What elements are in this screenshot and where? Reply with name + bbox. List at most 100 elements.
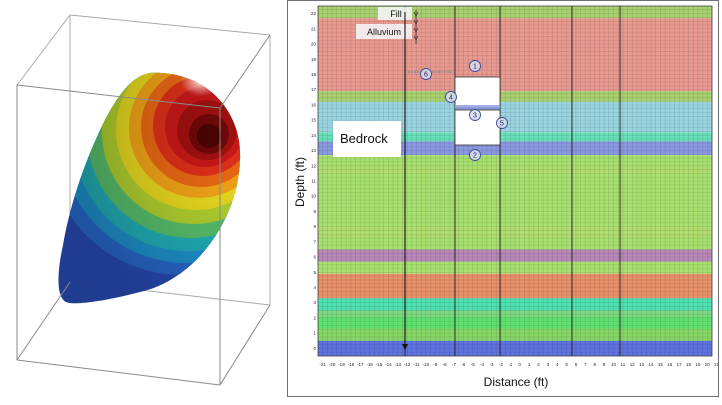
soil-layer-band [318, 261, 712, 274]
soil-sublayer-band [318, 254, 712, 262]
marker-4: 4 [445, 91, 457, 103]
bounding-box-front [16, 34, 271, 386]
soil-sublayer-band [318, 346, 712, 356]
y-tick-label: 19 [311, 57, 317, 62]
marker-1: 1 [469, 60, 481, 72]
fill-label-box [378, 7, 412, 20]
x-tick-label: -8 [443, 362, 447, 367]
x-tick-label: 9 [603, 362, 606, 367]
ellipsoid-surface [58, 72, 241, 304]
x-tick-label: -15 [376, 362, 383, 367]
ellipsoid-3d-plot [16, 14, 271, 386]
x-tick-label: -6 [461, 362, 465, 367]
y-tick-label: 0 [313, 346, 316, 351]
y-tick-label: 17 [311, 87, 317, 92]
soil-layer-band [318, 141, 712, 156]
y-tick-label: 5 [313, 270, 316, 275]
alluvium-label: Alluvium [367, 27, 401, 37]
x-tick-label: 14 [649, 362, 655, 367]
y-tick-label: 15 [311, 118, 317, 123]
x-tick-label: 3 [547, 362, 550, 367]
x-tick-label: -5 [471, 362, 475, 367]
x-tick-label: -17 [357, 362, 364, 367]
y-tick-label: 21 [311, 26, 317, 31]
y-tick-label: 14 [311, 133, 317, 138]
plot-border [317, 5, 713, 357]
y-tick-label: 16 [311, 102, 317, 107]
excavation-divider-band [455, 105, 500, 110]
y-tick-label: 7 [313, 239, 316, 244]
y-axis-title: Depth (ft) [293, 157, 307, 207]
x-tick-label: 12 [630, 362, 636, 367]
excavation-box-upper [454, 76, 501, 109]
x-tick-label: 6 [575, 362, 578, 367]
arrow-head [413, 11, 419, 17]
x-tick-label: 7 [584, 362, 587, 367]
y-tick-label: 4 [313, 285, 316, 290]
bedrock-label-box [333, 121, 401, 157]
x-tick-label: 13 [639, 362, 645, 367]
x-tick-label: -20 [329, 362, 336, 367]
x-tick-label: -11 [413, 362, 420, 367]
x-tick-label: 17 [677, 362, 683, 367]
y-tick-label: 3 [313, 300, 316, 305]
svg-text:2: 2 [473, 153, 477, 160]
arrow-head [413, 27, 419, 33]
y-tick-label: 2 [313, 315, 316, 320]
x-tick-label: -2 [499, 362, 503, 367]
x-tick-label: 2 [537, 362, 540, 367]
x-tick-label: 18 [686, 362, 692, 367]
x-tick-label: -18 [348, 362, 355, 367]
arrow-head [413, 35, 419, 41]
x-tick-label: 0 [518, 362, 521, 367]
x-tick-label: -9 [433, 362, 437, 367]
y-tick-label: 11 [311, 179, 316, 184]
marker-3: 3 [469, 109, 481, 121]
fill-label: Fill [390, 9, 402, 19]
x-tick-label: -13 [394, 362, 401, 367]
y-tick-label: 20 [311, 42, 317, 47]
soil-layer-band [318, 91, 712, 102]
marker-6: 6 [420, 68, 432, 80]
soil-sublayer-band [318, 328, 712, 341]
y-tick-label: 1 [313, 331, 316, 336]
x-tick-label: 1 [528, 362, 531, 367]
x-tick-label: 21 [714, 362, 720, 367]
right-panel: Fill Alluvium Bedrock 1 2 3 4 5 6 22 21 20 19 18 17 16… [287, 0, 722, 400]
x-tick-label: -3 [490, 362, 494, 367]
x-axis-title: Distance (ft) [484, 375, 549, 389]
x-tick-label: -21 [319, 362, 326, 367]
x-tick-label: -4 [480, 362, 484, 367]
svg-text:6: 6 [424, 72, 428, 79]
x-tick-label: -10 [423, 362, 430, 367]
svg-text:5: 5 [500, 121, 504, 128]
x-tick-label: -19 [338, 362, 345, 367]
y-tick-label: 12 [311, 163, 317, 168]
x-tick-label: 19 [695, 362, 701, 367]
x-tick-label: 8 [593, 362, 596, 367]
x-tick-label: 11 [621, 362, 626, 367]
soil-sublayer-band [318, 167, 712, 174]
arrow-head [402, 344, 408, 350]
soil-sublayer-band [318, 310, 712, 317]
y-tick-label: 6 [313, 255, 316, 260]
y-tick-label: 9 [313, 209, 316, 214]
y-tick-label: 22 [311, 11, 317, 16]
arrow-head [413, 19, 419, 25]
soil-sublayer-band [318, 226, 712, 238]
y-tick-label: 18 [311, 72, 317, 77]
x-tick-label: 4 [556, 362, 559, 367]
alluvium-label-box [356, 24, 412, 39]
svg-text:1: 1 [473, 64, 477, 71]
x-tick-label: -16 [366, 362, 373, 367]
soil-sublayer-band [318, 289, 712, 299]
svg-text:3: 3 [473, 113, 477, 120]
x-tick-label: 20 [705, 362, 711, 367]
x-tick-label: 10 [611, 362, 617, 367]
svg-text:4: 4 [449, 95, 453, 102]
y-tick-label: 13 [311, 148, 317, 153]
x-tick-label: 15 [658, 362, 664, 367]
bedrock-label: Bedrock [340, 131, 388, 146]
x-tick-label: -14 [385, 362, 392, 367]
